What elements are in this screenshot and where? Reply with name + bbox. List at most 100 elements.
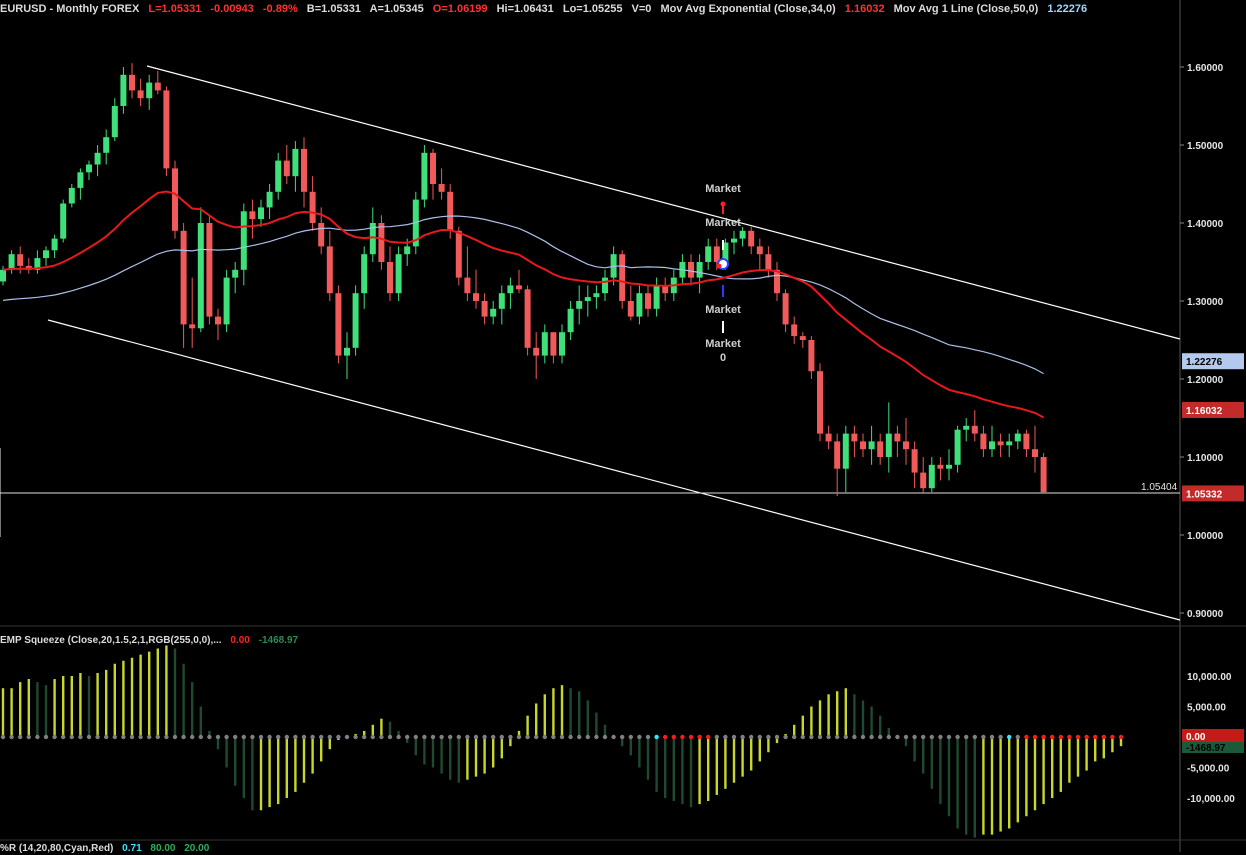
candle-body — [765, 254, 772, 270]
candle-body — [103, 137, 110, 153]
squeeze-dot — [628, 734, 633, 740]
squeeze-dot — [946, 734, 952, 740]
squeeze-dot — [1041, 734, 1046, 740]
high-price: Hi=1.06431 — [496, 3, 554, 15]
squeeze-dot — [1067, 734, 1072, 740]
squeeze-dot — [1050, 734, 1055, 740]
candle-body — [636, 293, 643, 317]
squeeze-dot — [516, 734, 522, 740]
squeeze-dot — [525, 734, 530, 740]
candle-body — [963, 425, 970, 430]
squeeze-axis[interactable]: -10,000.00 -5,000.00 5,000.00 10,000.00 0.00… — [1182, 672, 1244, 805]
price-tick-label: 1.60000 — [1187, 63, 1224, 74]
squeeze-dot — [456, 734, 461, 740]
low-price: Lo=1.05255 — [562, 3, 623, 15]
squeeze-dot — [860, 734, 866, 740]
candle-body — [0, 269, 6, 282]
squeeze-dot — [998, 734, 1003, 740]
price-tick-label: 1.00000 — [1187, 531, 1224, 542]
squeeze-dot — [362, 734, 367, 740]
candle-body — [954, 429, 961, 465]
squeeze-panel — [0, 645, 1124, 838]
candle-body — [120, 74, 127, 106]
candle-body — [576, 301, 583, 309]
candle-body — [524, 289, 531, 348]
candle-body — [971, 425, 978, 434]
squeeze-dot — [1084, 734, 1089, 740]
candle-body — [447, 191, 454, 231]
candle-body — [111, 106, 118, 138]
candle-body — [911, 449, 918, 473]
candle-body — [206, 223, 213, 317]
squeeze-dot — [972, 734, 977, 740]
squeeze-dot — [757, 734, 762, 740]
squeeze-dot — [542, 734, 547, 740]
squeeze-dot — [559, 734, 565, 740]
last-price-tag: 1.05332 — [1186, 489, 1223, 500]
squeeze-dot — [1032, 734, 1038, 740]
candle-body — [275, 160, 282, 192]
squeeze-dot — [508, 734, 513, 740]
squeeze-dot — [0, 734, 6, 740]
squeeze-dot — [594, 734, 599, 740]
candle-body — [662, 285, 669, 294]
squeeze-header: EMP Squeeze (Close,20,1.5,2,1,RGB(255,0,… — [0, 634, 304, 648]
candle-body — [154, 82, 161, 91]
squeeze-dot — [327, 734, 332, 740]
squeeze-dot — [224, 734, 229, 740]
moving-averages — [2, 190, 1045, 419]
candle-body — [163, 90, 170, 169]
candle-body — [860, 441, 866, 450]
squeeze-dot — [310, 734, 315, 740]
candle-body — [782, 293, 789, 325]
candle-body — [352, 293, 359, 348]
squeeze-dot — [284, 734, 289, 740]
squeeze-dot — [671, 734, 676, 740]
squeeze-dot — [1015, 734, 1020, 740]
candle-body — [774, 269, 780, 294]
sma-legend-label: Mov Avg 1 Line (Close,50,0) — [893, 3, 1039, 15]
annotation-marker-dot — [716, 263, 722, 269]
ask-price: A=1.05345 — [369, 3, 424, 15]
candle-body — [997, 441, 1004, 446]
squeeze-dot — [293, 734, 298, 740]
squeeze-dot — [886, 734, 891, 740]
squeeze-dot — [912, 734, 917, 740]
candle-body — [688, 262, 694, 278]
candle-body — [180, 230, 187, 325]
squeeze-dot — [680, 734, 685, 740]
candle-body — [309, 191, 316, 223]
horizontal-line-label: 1.05404 — [1141, 482, 1178, 493]
squeeze-dot — [809, 734, 814, 740]
candle-body — [301, 148, 307, 192]
squeeze-dot — [1110, 734, 1115, 740]
candle-body — [326, 246, 333, 294]
candle-body — [344, 347, 350, 356]
squeeze-dot — [792, 734, 797, 740]
candle-body — [1023, 433, 1030, 450]
candle-body — [292, 148, 299, 177]
squeeze-dot — [731, 734, 737, 740]
candle-body — [567, 308, 574, 333]
squeeze-dot — [439, 734, 444, 740]
squeeze-dot — [336, 734, 341, 740]
candle-body — [421, 152, 428, 200]
squeeze-dot — [878, 734, 883, 740]
trend-channel[interactable]: 1.05404 — [0, 65, 1181, 621]
squeeze-dot — [1007, 734, 1012, 740]
candle-body — [584, 297, 591, 301]
candle-body — [43, 250, 49, 259]
squeeze-dot — [921, 734, 926, 740]
squeeze-dot — [35, 734, 40, 740]
candle-body — [731, 238, 737, 243]
squeeze-dot — [955, 734, 960, 740]
candle-body — [533, 347, 540, 356]
candle-body — [490, 308, 497, 317]
squeeze-dot — [1101, 734, 1107, 740]
squeeze-dot — [52, 734, 57, 740]
candle-body — [507, 285, 514, 294]
candle-body — [868, 441, 875, 450]
candle-body — [748, 230, 755, 247]
